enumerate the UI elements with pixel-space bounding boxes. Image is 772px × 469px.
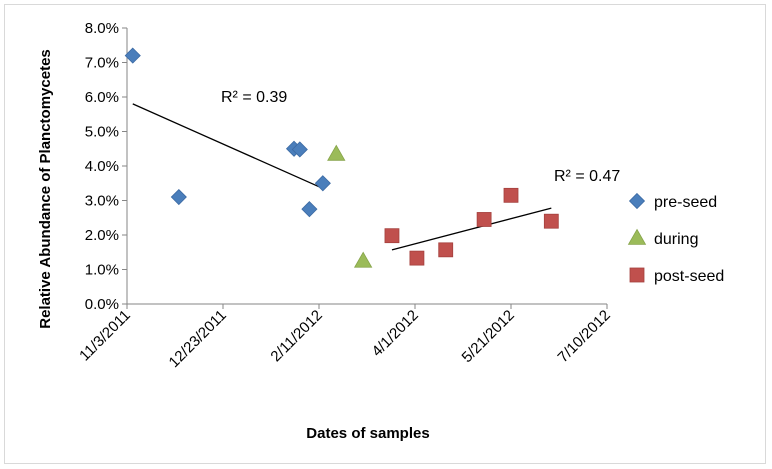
legend-marker-triangle [629,230,646,245]
legend-label: during [654,231,698,248]
y-axis-title: Relative Abundance of Planctomycetes [37,49,54,329]
data-point-diamond [302,202,317,217]
x-tick-label: 11/3/2011 [76,307,134,365]
r-squared-label: R² = 0.47 [554,168,620,185]
legend-marker-square [630,268,644,282]
y-tick-labels: 0.0% 1.0% 2.0% 3.0% 4.0% 5.0% 6.0% 7.0% 8.0% [85,20,127,313]
x-tick-label: 4/1/2012 [369,307,422,360]
data-point-square [477,212,491,226]
data-point-diamond [125,48,140,63]
data-point-square [385,229,399,243]
data-point-diamond [171,190,186,205]
legend-marker-diamond [630,194,645,209]
y-tick-label: 1.0% [85,262,119,279]
y-tick-label: 3.0% [85,193,119,210]
trendline [392,208,551,250]
legend-label: post-seed [654,268,724,285]
x-tick-label: 5/21/2012 [459,307,518,366]
legend: pre-seed during post-seed [629,194,725,286]
legend-label: pre-seed [654,194,717,211]
data-point-triangle [355,252,372,267]
x-axis-title: Dates of samples [306,425,429,442]
data-point-square [410,251,424,265]
y-tick-label: 5.0% [85,124,119,141]
y-tick-label: 6.0% [85,89,119,106]
data-point-square [439,243,453,257]
y-tick-label: 7.0% [85,55,119,72]
x-tick-label: 2/11/2012 [267,307,325,365]
y-tick-label: 4.0% [85,158,119,175]
data-point-diamond [315,176,330,191]
x-tick-label: 7/10/2012 [555,307,614,366]
y-tick-label: 2.0% [85,227,119,244]
y-tick-label: 0.0% [85,296,119,313]
data-points [125,48,558,267]
data-point-square [504,188,518,202]
y-tick-label: 8.0% [85,20,119,37]
data-point-triangle [328,145,345,160]
x-tick-labels: 11/3/2011 12/23/2011 2/11/2012 4/1/2012 5/21… [76,304,614,371]
data-point-square [544,214,558,228]
r-squared-label: R² = 0.39 [221,89,287,106]
x-tick-label: 12/23/2011 [166,307,230,371]
